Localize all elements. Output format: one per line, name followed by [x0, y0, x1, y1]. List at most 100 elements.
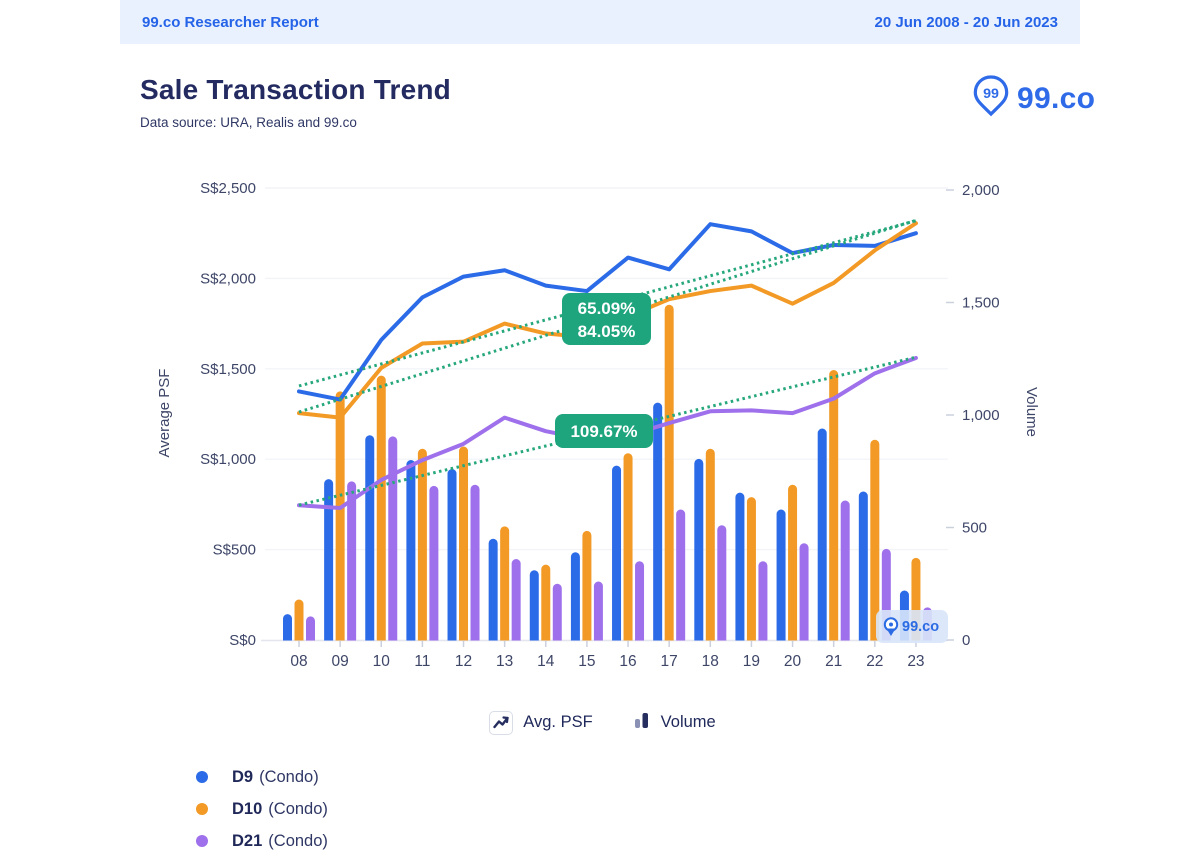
psf-tick-label: S$1,000 — [200, 451, 256, 468]
volume-bar-D10 — [870, 439, 880, 641]
psf-tick-label: S$2,500 — [200, 180, 256, 197]
volume-bar-D21 — [429, 485, 439, 641]
volume-bar-D10 — [623, 453, 633, 641]
district-legend: D9 (Condo) D10 (Condo) D21 (Condo) — [196, 761, 328, 850]
brand-logo-text: 99.co — [1017, 81, 1096, 115]
volume-bar-D9 — [694, 458, 704, 641]
volume-tick-label: 2,000 — [962, 182, 1000, 199]
bar-chart-icon — [633, 710, 651, 735]
d10-label: D10 — [232, 799, 263, 818]
psf-tick-label: S$500 — [213, 542, 256, 559]
year-label: 15 — [578, 653, 595, 670]
volume-bar-D21 — [593, 581, 603, 641]
volume-bar-D10 — [541, 564, 551, 641]
legend-avg-psf[interactable]: Avg. PSF — [489, 710, 593, 735]
psf-tick-label: S$1,500 — [200, 361, 256, 378]
legend-item-d9[interactable]: D9 (Condo) — [196, 761, 328, 793]
psf-axis-title: Average PSF — [156, 369, 173, 458]
d21-label: D21 — [232, 831, 263, 850]
volume-bar-D10 — [829, 370, 839, 641]
year-label: 17 — [661, 653, 678, 670]
brand-logo: 99 99.co — [972, 74, 1095, 123]
volume-bar-D9 — [570, 552, 580, 641]
year-label: 10 — [373, 653, 391, 670]
growth-annotation-box — [555, 414, 653, 448]
year-label: 12 — [455, 653, 472, 670]
map-pin-icon: 99 — [972, 74, 1010, 123]
legend-item-d10[interactable]: D10 (Condo) — [196, 793, 328, 825]
volume-bar-D21 — [388, 436, 398, 641]
volume-bar-D10 — [500, 526, 510, 641]
volume-bar-D10 — [294, 599, 304, 641]
volume-bar-D9 — [447, 469, 457, 641]
volume-bar-D21 — [758, 561, 768, 641]
legend-avg-psf-label: Avg. PSF — [523, 713, 593, 731]
volume-bar-D21 — [511, 559, 521, 641]
volume-bar-D9 — [817, 428, 827, 641]
d9-color-dot — [196, 771, 208, 783]
psf-tick-label: S$2,000 — [200, 270, 256, 287]
year-label: 20 — [784, 653, 802, 670]
volume-tick-label: 1,000 — [962, 407, 1000, 424]
volume-bar-D21 — [840, 500, 850, 641]
volume-bar-D10 — [705, 448, 715, 641]
d21-label-suffix: (Condo) — [268, 831, 328, 850]
chart-type-legend: Avg. PSF Volume — [265, 710, 940, 735]
year-label: 19 — [743, 653, 760, 670]
volume-bar-D9 — [776, 509, 786, 641]
volume-tick-label: 500 — [962, 520, 987, 537]
volume-bar-D9 — [858, 491, 868, 641]
volume-bar-D9 — [529, 570, 539, 641]
volume-bar-D9 — [365, 435, 375, 641]
psf-tick-label: S$0 — [229, 632, 256, 649]
year-label: 13 — [496, 653, 513, 670]
d9-label: D9 — [232, 767, 254, 786]
volume-bar-D10 — [335, 391, 345, 641]
d10-color-dot — [196, 803, 208, 815]
volume-bar-D10 — [788, 484, 798, 641]
growth-annotation-box — [562, 293, 651, 345]
year-label: 09 — [332, 653, 349, 670]
volume-bar-D21 — [347, 481, 357, 641]
volume-bar-D10 — [459, 446, 469, 641]
volume-bar-D9 — [612, 465, 622, 641]
title-block: Sale Transaction Trend Data source: URA,… — [140, 74, 451, 130]
volume-bar-D10 — [746, 497, 756, 641]
year-label: 22 — [866, 653, 883, 670]
avg-psf-line-D9 — [297, 222, 918, 402]
legend-volume-label: Volume — [660, 713, 716, 731]
volume-bar-D10 — [376, 375, 386, 641]
volume-bar-D10 — [664, 304, 674, 641]
growth-annotation-text: 109.67% — [570, 422, 637, 441]
year-label: 21 — [825, 653, 842, 670]
chart-watermark-text: 99.co — [902, 619, 939, 635]
legend-item-d21[interactable]: D21 (Condo) — [196, 825, 328, 850]
volume-bar-D21 — [717, 525, 727, 641]
volume-bar-D9 — [488, 538, 498, 641]
volume-bar-D9 — [283, 614, 292, 641]
year-label: 11 — [414, 653, 430, 670]
year-label: 23 — [907, 653, 924, 670]
volume-bar-D9 — [406, 460, 416, 641]
year-label: 08 — [290, 653, 307, 670]
legend-volume[interactable]: Volume — [633, 710, 716, 735]
year-label: 16 — [619, 653, 636, 670]
trend-line-D21 — [298, 355, 917, 507]
page-title: Sale Transaction Trend — [140, 74, 451, 105]
volume-axis-title: Volume — [1023, 387, 1040, 437]
report-header-title: 99.co Researcher Report — [142, 13, 319, 31]
d9-label-suffix: (Condo) — [259, 767, 319, 786]
volume-bar-D10 — [582, 530, 592, 641]
year-label: 18 — [702, 653, 719, 670]
volume-tick-label: 1,500 — [962, 295, 1000, 312]
year-label: 14 — [537, 653, 555, 670]
volume-bar-D21 — [306, 616, 315, 641]
volume-bar-D21 — [635, 561, 645, 641]
growth-annotation-text: 65.09% — [578, 299, 636, 318]
volume-bar-D21 — [676, 509, 686, 641]
volume-bar-D21 — [552, 583, 562, 641]
volume-bar-D9 — [735, 492, 745, 641]
d21-color-dot — [196, 835, 208, 847]
